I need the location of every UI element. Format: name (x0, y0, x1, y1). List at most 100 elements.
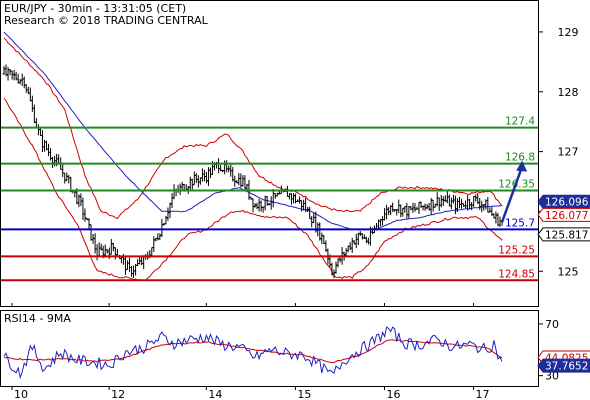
price-bar (24, 84, 28, 93)
price-bar (435, 192, 439, 207)
price-bar (40, 130, 44, 153)
price-bar (451, 194, 455, 204)
price-bar (350, 237, 354, 253)
price-bar (431, 199, 435, 212)
price-bar (138, 256, 142, 265)
main-panel-frame (0, 0, 539, 307)
price-bar (32, 104, 36, 124)
price-bar (180, 181, 184, 190)
price-bar (28, 87, 32, 102)
price-bar (269, 196, 273, 210)
price-bar (176, 184, 180, 193)
price-bar (42, 139, 46, 152)
price-bar (225, 160, 229, 173)
price-bar (263, 195, 267, 211)
price-bar (401, 207, 405, 217)
price-bar (259, 200, 263, 212)
price-tag-ma: 126.096 (537, 194, 590, 209)
price-bar (34, 118, 38, 128)
price-bar (366, 237, 370, 245)
price-bar (170, 193, 174, 209)
price-bar (439, 194, 443, 208)
price-bar (190, 178, 194, 190)
price-tag-ma-box (537, 194, 590, 209)
price-bar (488, 207, 492, 213)
level-label-127-4: 127.4 (505, 116, 535, 128)
price-bar (308, 206, 312, 220)
price-bar (464, 200, 468, 209)
price-bar (405, 202, 409, 219)
price-bar (152, 236, 156, 252)
price-bar (449, 197, 453, 210)
price-bar (128, 257, 132, 272)
price-tag-last-label: 125.817 (545, 229, 588, 241)
price-bar (10, 70, 14, 80)
bollinger-upper-line (3, 37, 503, 220)
price-bar (217, 158, 221, 174)
price-bar (441, 196, 445, 207)
price-bar (194, 173, 198, 183)
price-bar (81, 197, 85, 221)
price-bar (447, 194, 451, 207)
price-bar (22, 76, 26, 89)
price-bar (334, 261, 338, 274)
price-bar (486, 197, 490, 213)
x-tick-label: 10 (14, 388, 28, 400)
price-bar (123, 256, 127, 275)
price-bar (385, 204, 389, 220)
price-bar (83, 208, 87, 222)
price-bar (125, 260, 129, 271)
price-bar (172, 184, 176, 200)
level-label-125-7: 125.7 (505, 217, 535, 229)
y-tick-label: 128 (558, 86, 579, 99)
ohlc-bars (2, 64, 504, 279)
price-bar (95, 244, 99, 261)
price-bar (298, 196, 302, 204)
level-label-125-25: 125.25 (498, 244, 535, 256)
price-bar (397, 199, 401, 214)
price-bar (164, 215, 168, 225)
price-bar (97, 242, 101, 257)
price-bar (462, 203, 466, 207)
forecast-arrow-shaft (500, 166, 524, 223)
chart-copyright: Research © 2018 TRADING CENTRAL (4, 14, 209, 27)
price-bar (158, 233, 162, 240)
price-bar (468, 198, 472, 210)
price-bar (407, 205, 411, 219)
x-tick-label: 14 (208, 388, 222, 400)
forecast-arrow-head (516, 160, 528, 172)
price-bar (255, 202, 259, 210)
price-bar (47, 143, 51, 157)
price-bar (113, 247, 117, 260)
price-tag-last: 125.817 (537, 227, 590, 242)
price-bar (257, 198, 261, 212)
price-bar (61, 163, 65, 177)
price-bar (320, 232, 324, 245)
price-bar (2, 66, 6, 75)
price-bar (192, 171, 196, 186)
price-tag-ma-label: 126.096 (545, 197, 589, 209)
price-bar (150, 247, 154, 257)
x-tick-label: 17 (476, 388, 490, 400)
rsi-tag-value-box (537, 358, 590, 373)
bollinger-lower-line (3, 98, 503, 282)
price-bar (399, 204, 403, 218)
price-bar (261, 206, 265, 213)
price-bar (6, 66, 10, 81)
price-bar (417, 201, 421, 214)
price-bar (291, 193, 295, 204)
price-bar (275, 192, 279, 197)
price-bar (30, 95, 34, 112)
y-tick-label: 129 (558, 26, 579, 39)
rsi-ma-line (3, 339, 503, 364)
rsi-line (3, 326, 503, 380)
rsi-y-tick-label: 30 (545, 370, 559, 383)
price-bar (63, 172, 67, 184)
price-bar (231, 166, 235, 182)
price-tag-bb-box (537, 207, 590, 222)
rsi-series-layer (3, 326, 503, 380)
price-bar (166, 207, 170, 221)
chart-title: EUR/JPY - 30min - 13:31:05 (CET) (4, 2, 186, 15)
